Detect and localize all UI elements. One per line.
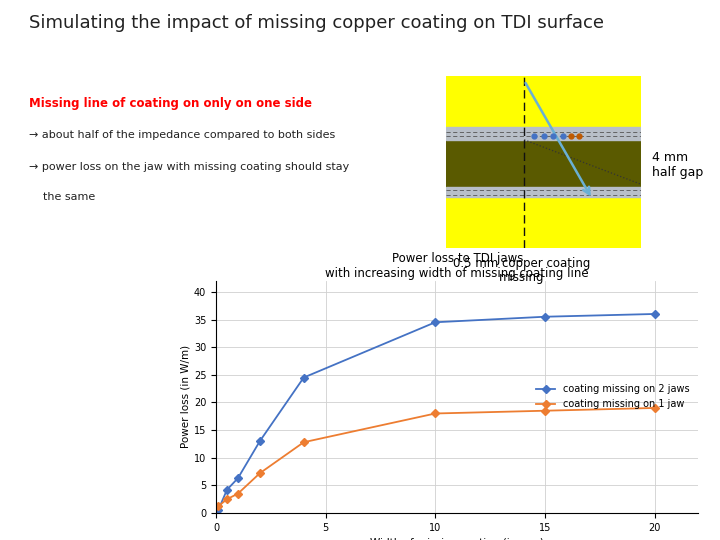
- Text: → power loss on the jaw with missing coating should stay: → power loss on the jaw with missing coa…: [29, 162, 349, 172]
- coating missing on 1 jaw: [233, 490, 242, 497]
- Line: coating missing on 2 jaws: coating missing on 2 jaws: [215, 311, 657, 513]
- coating missing on 1 jaw: [256, 470, 264, 476]
- Bar: [446, 192, 641, 248]
- coating missing on 2 jaws: [256, 438, 264, 444]
- Bar: [446, 187, 641, 197]
- Text: → about half of the impedance compared to both sides: → about half of the impedance compared t…: [29, 130, 335, 140]
- Y-axis label: Power loss (in W/m): Power loss (in W/m): [181, 346, 191, 448]
- coating missing on 1 jaw: [300, 439, 308, 446]
- coating missing on 1 jaw: [431, 410, 440, 417]
- coating missing on 2 jaws: [222, 487, 231, 493]
- coating missing on 1 jaw: [214, 503, 222, 510]
- Text: 0.5 mm copper coating
missing: 0.5 mm copper coating missing: [454, 256, 590, 285]
- coating missing on 2 jaws: [541, 314, 549, 320]
- Title: Power loss to TDI jaws
with increasing width of missing coating line: Power loss to TDI jaws with increasing w…: [325, 252, 589, 280]
- coating missing on 2 jaws: [650, 310, 659, 317]
- Text: 4 mm
half gap: 4 mm half gap: [652, 151, 703, 179]
- Legend: coating missing on 2 jaws, coating missing on 1 jaw: coating missing on 2 jaws, coating missi…: [532, 381, 693, 413]
- Bar: [446, 127, 641, 140]
- coating missing on 2 jaws: [431, 319, 440, 326]
- Bar: [446, 132, 641, 192]
- coating missing on 2 jaws: [300, 374, 308, 381]
- X-axis label: Width of missing coating (in mm): Width of missing coating (in mm): [370, 538, 544, 540]
- Text: the same: the same: [29, 192, 95, 202]
- coating missing on 1 jaw: [222, 496, 231, 502]
- coating missing on 1 jaw: [650, 404, 659, 411]
- Line: coating missing on 1 jaw: coating missing on 1 jaw: [215, 405, 657, 509]
- coating missing on 2 jaws: [233, 475, 242, 482]
- coating missing on 1 jaw: [541, 408, 549, 414]
- Text: Missing line of coating on only on one side: Missing line of coating on only on one s…: [29, 97, 312, 110]
- coating missing on 2 jaws: [214, 507, 222, 514]
- Text: Simulating the impact of missing copper coating on TDI surface: Simulating the impact of missing copper …: [29, 14, 604, 31]
- Bar: [446, 76, 641, 132]
